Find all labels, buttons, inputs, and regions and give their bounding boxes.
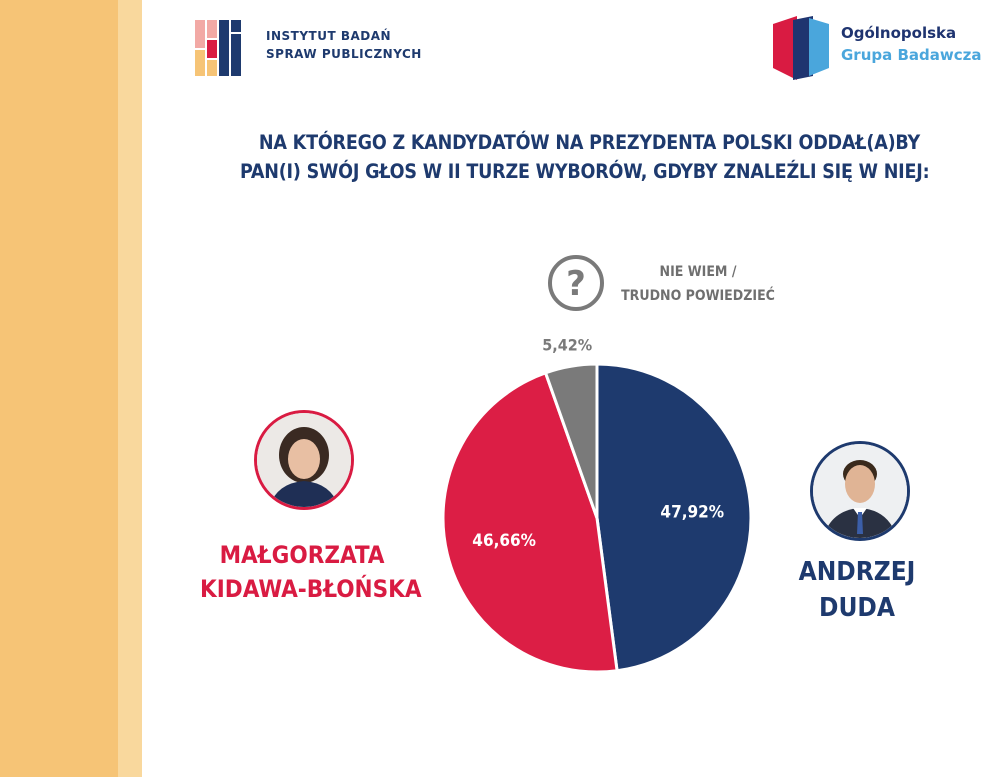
unsure-label: NIE WIEM / TRUDNO POWIEDZIEĆ	[618, 260, 778, 308]
candidate-name-kidawa-line1: MAŁGORZATA	[219, 541, 385, 569]
ogb-logo-mark	[773, 16, 829, 80]
pie-slice-3	[543, 362, 599, 519]
ibsp-logo-mark	[195, 20, 241, 76]
side-band	[0, 0, 118, 777]
person-icon	[813, 444, 907, 538]
ogb-name: Ogólnopolska Grupa Badawcza	[841, 22, 982, 66]
ogb-name-line1: Ogólnopolska	[841, 24, 957, 42]
side-band-light	[118, 0, 142, 777]
unsure-label-line2: TRUDNO POWIEDZIEĆ	[621, 288, 775, 304]
candidate-name-duda-line2: DUDA	[819, 593, 895, 623]
pie-slice-2	[441, 370, 619, 674]
candidate-name-kidawa: MAŁGORZATA KIDAWA-BŁOŃSKA	[200, 538, 422, 606]
chart-title-line2: PAN(I) SWÓJ GŁOS W II TURZE WYBORÓW, GDY…	[240, 160, 930, 183]
ibsp-name-line2: SPRAW PUBLICZNYCH	[266, 47, 422, 61]
svg-text:?: ?	[566, 264, 586, 304]
chart-title: NA KTÓREGO Z KANDYDATÓW NA PREZYDENTA PO…	[240, 128, 930, 186]
chart-title-line1: NA KTÓREGO Z KANDYDATÓW NA PREZYDENTA PO…	[258, 131, 920, 154]
ogb-logo: Ogólnopolska Grupa Badawcza	[773, 16, 998, 80]
pie-slice-label-3: 5,42%	[542, 336, 592, 355]
candidate-name-duda-line1: ANDRZEJ	[798, 557, 916, 587]
pie-slice-1	[595, 362, 753, 673]
unsure-label-line1: NIE WIEM /	[659, 264, 737, 280]
candidate-photo-kidawa	[254, 410, 354, 510]
pie-slice-label-1: 47,92%	[660, 503, 724, 523]
ogb-name-line2: Grupa Badawcza	[841, 46, 982, 64]
candidate-photo-duda	[810, 441, 910, 541]
person-icon	[257, 413, 351, 507]
candidate-name-kidawa-line2: KIDAWA-BŁOŃSKA	[200, 575, 422, 603]
ibsp-logo: INSTYTUT BADAŃ SPRAW PUBLICZNYCH	[195, 20, 421, 76]
question-mark-icon: ?	[548, 255, 604, 311]
pie-slice-label-2: 46,66%	[472, 531, 536, 551]
candidate-name-duda: ANDRZEJ DUDA	[780, 554, 934, 626]
ibsp-name: INSTYTUT BADAŃ SPRAW PUBLICZNYCH	[266, 27, 422, 63]
ibsp-name-line1: INSTYTUT BADAŃ	[266, 29, 392, 43]
